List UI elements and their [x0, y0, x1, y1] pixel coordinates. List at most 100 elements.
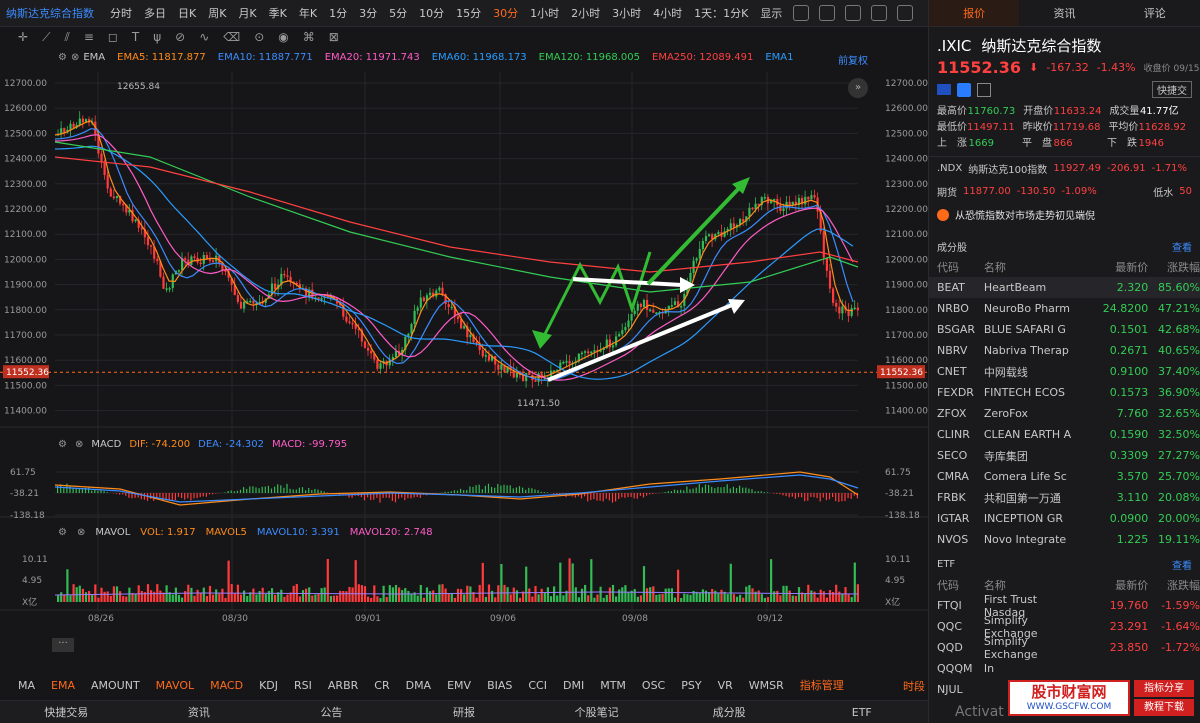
timeframe-10[interactable]: 10分	[419, 7, 445, 20]
footer-tab[interactable]: 公告	[320, 706, 343, 719]
ind-tab-macd[interactable]: MACD	[210, 678, 244, 692]
footer-tab[interactable]: 个股笔记	[574, 706, 619, 719]
ind-tab-cci[interactable]: CCI	[528, 678, 547, 692]
ind-tab-wmsr[interactable]: WMSR	[748, 678, 784, 692]
timeframe-14[interactable]: 2小时	[571, 7, 601, 20]
futures-row[interactable]: 期货 11877.00 -130.50 -1.09% 低水 50	[929, 180, 1200, 203]
ind-tab-指标管理[interactable]: 指标管理	[799, 679, 844, 692]
lock-icon[interactable]: ⊙	[254, 30, 265, 44]
timeframe-4[interactable]: 月K	[238, 7, 257, 20]
table-row[interactable]: IGTAR INCEPTION GR 0.0900 20.00%	[929, 508, 1200, 529]
close-icon[interactable]: ⊗	[74, 439, 84, 450]
close-icon[interactable]: ⊗	[76, 527, 86, 538]
ndx-row[interactable]: .NDX 纳斯达克100指数 11927.49 -206.91 -1.71%	[929, 156, 1200, 180]
timeframe-11[interactable]: 15分	[456, 7, 482, 20]
timeframe-9[interactable]: 5分	[389, 7, 408, 20]
chart-icon[interactable]	[977, 82, 991, 97]
eraser-icon[interactable]: ⌫	[223, 30, 241, 44]
table-row[interactable]: NBRV Nabriva Therap 0.2671 40.65%	[929, 340, 1200, 361]
ind-tab-mavol[interactable]: MAVOL	[155, 678, 195, 692]
kline-chart[interactable]: 12700.00 12700.00 12600.00 12600.00 12500.00…	[0, 47, 928, 657]
period-select[interactable]: 1天：1分K	[694, 7, 749, 20]
timeshare-button[interactable]: 时段	[903, 680, 925, 693]
channel-tool-icon[interactable]: ⫽	[64, 29, 70, 44]
table-row[interactable]: ZFOX ZeroFox 7.760 32.65%	[929, 403, 1200, 424]
quote-tab[interactable]: 报价	[929, 0, 1020, 26]
footer-tab[interactable]: 成分股	[712, 706, 746, 719]
ind-tab-cr[interactable]: CR	[374, 678, 390, 692]
crosshair-icon[interactable]: ✛	[18, 30, 29, 44]
ind-tab-emv[interactable]: EMV	[447, 678, 472, 692]
ind-tab-arbr[interactable]: ARBR	[327, 678, 359, 692]
pitchfork-icon[interactable]: ψ	[153, 30, 162, 44]
quick-trade-button[interactable]: 快捷交	[1152, 81, 1192, 98]
footer-tab[interactable]: ETF	[851, 705, 872, 719]
camera-icon[interactable]	[845, 5, 862, 21]
timeframe-2[interactable]: 日K	[178, 7, 197, 20]
lightning-icon[interactable]	[957, 82, 971, 97]
table-row[interactable]: NVOS Novo Integrate 1.225 19.11%	[929, 529, 1200, 550]
fullscreen-icon[interactable]	[897, 5, 914, 21]
table-row[interactable]: NJUL	[929, 679, 1200, 700]
ind-tab-amount[interactable]: AMOUNT	[90, 678, 140, 692]
table-row[interactable]: NRBO NeuroBo Pharm 24.8200 47.21%	[929, 298, 1200, 319]
settings-icon[interactable]: ⚙	[58, 527, 67, 538]
table-row[interactable]: QQC Simplify Exchange 23.291 -1.64%	[929, 614, 1200, 640]
quote-tab[interactable]: 资讯	[1053, 7, 1076, 20]
ind-tab-rsi[interactable]: RSI	[294, 678, 312, 692]
footer-tab[interactable]: 研报	[453, 706, 476, 719]
table-row[interactable]: CMRA Comera Life Sc 3.570 25.70%	[929, 466, 1200, 487]
timeframe-15[interactable]: 3小时	[612, 7, 642, 20]
ind-tab-osc[interactable]: OSC	[641, 678, 666, 692]
close-icon[interactable]: ⊗	[70, 52, 80, 63]
table-row[interactable]: FRBK 共和国第一万通 3.110 20.08%	[929, 487, 1200, 508]
adjust-button[interactable]: 前复权	[838, 56, 868, 67]
table-row[interactable]: QQQM In	[929, 658, 1200, 679]
settings-icon[interactable]: ⚙	[58, 52, 67, 63]
settings-icon[interactable]: ⚙	[58, 439, 67, 450]
wave-tool-icon[interactable]: ∿	[199, 30, 210, 44]
timeframe-13[interactable]: 1小时	[530, 7, 560, 20]
timeframe-6[interactable]: 年K	[298, 7, 318, 20]
etf-more[interactable]: 查看	[1172, 560, 1192, 572]
ind-tab-bias[interactable]: BIAS	[487, 678, 513, 692]
quote-tab[interactable]: 评论	[1143, 7, 1166, 20]
more-icon[interactable]: ···	[52, 638, 74, 652]
display-menu[interactable]: 显示	[760, 7, 783, 20]
table-row[interactable]: BEAT HeartBeam 2.320 85.60%	[929, 277, 1200, 298]
magnet-icon[interactable]: ⌘	[302, 30, 315, 44]
pen-icon[interactable]	[871, 5, 888, 21]
timeframe-16[interactable]: 4小时	[653, 7, 683, 20]
ruler-icon[interactable]: ⊘	[175, 30, 186, 44]
timeframe-1[interactable]: 多日	[144, 7, 166, 20]
line-tool-icon[interactable]: ⟋	[42, 29, 51, 44]
ind-tab-dma[interactable]: DMA	[405, 678, 432, 692]
timeframe-12[interactable]: 30分	[493, 7, 519, 20]
timeframe-5[interactable]: 季K	[268, 7, 287, 20]
table-row[interactable]: CNET 中网载线 0.9100 37.40%	[929, 361, 1200, 382]
layout-icon[interactable]	[819, 5, 836, 21]
news-item[interactable]: 从恐慌指数对市场走势初见端倪	[929, 203, 1200, 226]
shape-tool-icon[interactable]: ◻	[107, 30, 118, 44]
footer-tab[interactable]: 快捷交易	[44, 706, 89, 719]
timeframe-0[interactable]: 分时	[110, 7, 132, 20]
ind-tab-mtm[interactable]: MTM	[600, 678, 626, 692]
ind-tab-vr[interactable]: VR	[717, 678, 733, 692]
ind-tab-ema[interactable]: EMA	[51, 678, 75, 692]
ind-tab-ma[interactable]: MA	[18, 678, 36, 692]
eye-icon[interactable]: ◉	[278, 30, 289, 44]
text-tool-icon[interactable]: T	[131, 30, 140, 44]
table-row[interactable]: BSGAR BLUE SAFARI G 0.1501 42.68%	[929, 319, 1200, 340]
timeframe-7[interactable]: 1分	[329, 7, 348, 20]
delete-icon[interactable]: ⊠	[328, 30, 339, 44]
timeframe-3[interactable]: 周K	[208, 7, 227, 20]
constituents-more[interactable]: 查看	[1172, 242, 1192, 254]
ind-tab-psy[interactable]: PSY	[681, 678, 702, 692]
footer-tab[interactable]: 资讯	[187, 706, 210, 719]
table-row[interactable]: FTQI First Trust Nasdaq 19.760 -1.59%	[929, 593, 1200, 619]
fib-tool-icon[interactable]: ≡	[83, 30, 94, 44]
table-row[interactable]: SECO 寺库集团 0.3309 27.27%	[929, 445, 1200, 466]
ind-tab-kdj[interactable]: KDJ	[259, 678, 279, 692]
symbol-label[interactable]: 纳斯达克综合指数	[6, 7, 94, 20]
table-row[interactable]: FEXDR FINTECH ECOS 0.1573 36.90%	[929, 382, 1200, 403]
